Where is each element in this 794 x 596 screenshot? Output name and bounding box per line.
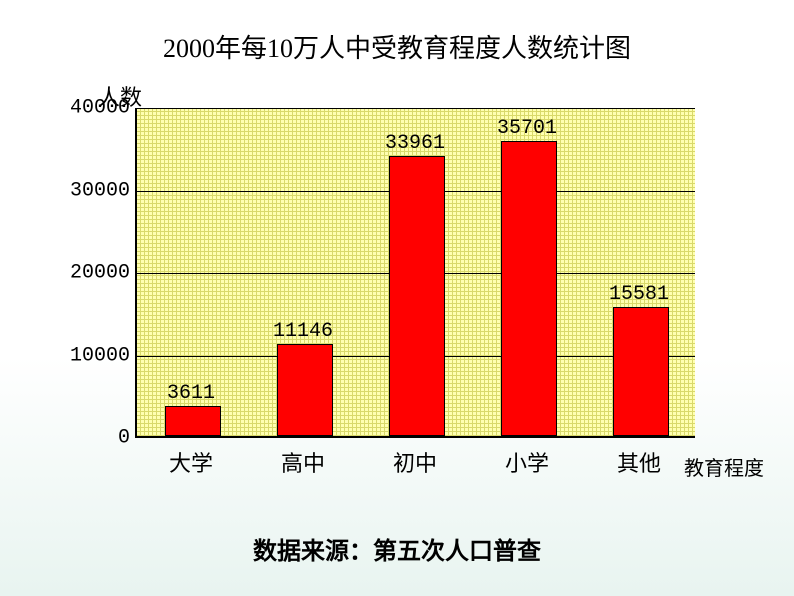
bar-value-label: 11146: [273, 320, 333, 343]
chart-area: 010000200003000040000 大学高中初中小学其他 3611111…: [55, 108, 755, 488]
bar-value-label: 3611: [167, 382, 215, 405]
y-tick-label: 20000: [55, 262, 130, 285]
x-tick-label: 小学: [505, 446, 549, 478]
chart-title: 2000年每10万人中受教育程度人数统计图: [0, 0, 794, 73]
source-text: 数据来源：第五次人口普查: [0, 531, 794, 566]
bar-value-label: 33961: [385, 132, 445, 155]
bar: [277, 344, 333, 436]
bar: [613, 307, 669, 436]
x-tick-label: 其他: [617, 446, 661, 478]
plot-area: [135, 108, 695, 438]
y-tick-label: 30000: [55, 179, 130, 202]
x-tick-label: 高中: [281, 446, 325, 478]
x-tick-label: 大学: [169, 446, 213, 478]
bar: [389, 156, 445, 436]
bar: [501, 141, 557, 436]
bar-value-label: 15581: [609, 283, 669, 306]
y-tick-label: 10000: [55, 344, 130, 367]
y-tick-label: 0: [55, 427, 130, 450]
bar-value-label: 35701: [497, 117, 557, 140]
gridline: [137, 108, 695, 109]
y-tick-label: 40000: [55, 97, 130, 120]
x-tick-label: 初中: [393, 446, 437, 478]
bar: [165, 406, 221, 436]
